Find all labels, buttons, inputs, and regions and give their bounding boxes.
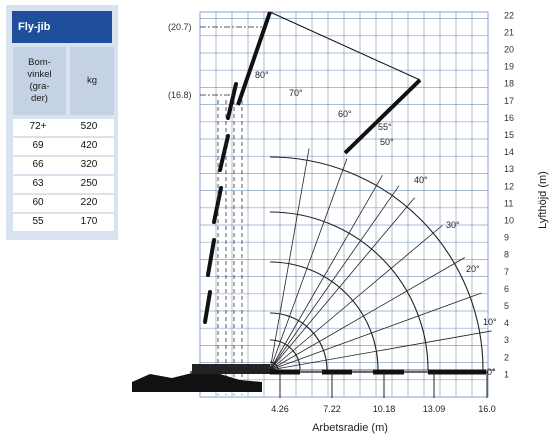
y-tick-label: 7 bbox=[504, 267, 509, 277]
boom-section bbox=[226, 82, 238, 120]
crane-turret bbox=[192, 364, 270, 374]
table-row: 69 420 bbox=[13, 138, 114, 155]
reach-arc bbox=[269, 312, 328, 371]
header-boom-angle: Bom- vinkel (gra- der) bbox=[13, 47, 66, 115]
row-angle: 60 bbox=[32, 197, 44, 208]
crane-base-silhouette bbox=[132, 372, 262, 392]
angle-label: 60° bbox=[338, 109, 352, 119]
row-angle: 69 bbox=[32, 140, 44, 151]
angle-label: 40° bbox=[414, 175, 428, 185]
angle-label: 0° bbox=[487, 367, 496, 377]
angle-label: 55° bbox=[378, 122, 392, 132]
row-angle: 72+ bbox=[29, 121, 47, 132]
reach-arc bbox=[269, 156, 484, 371]
row-kg: 320 bbox=[80, 159, 98, 170]
table-row: 60 220 bbox=[13, 195, 114, 212]
row-kg: 250 bbox=[80, 178, 98, 189]
y-tick-label: 1 bbox=[504, 369, 509, 379]
y-tick-label: 18 bbox=[504, 79, 514, 89]
diagram-labels: Lyfthöjd (m) Arbetsradie (m) 12345678910… bbox=[168, 10, 549, 434]
row-angle: 66 bbox=[32, 159, 44, 170]
angle-label: 20° bbox=[466, 264, 480, 274]
angle-label: 10° bbox=[483, 317, 497, 327]
fly-jib-load-table: Fly-jib Bom- vinkel (gra- der) kg 72+ 52… bbox=[6, 5, 118, 240]
angle-ray bbox=[269, 197, 415, 371]
table-title: Fly-jib bbox=[12, 11, 112, 43]
y-tick-label: 11 bbox=[504, 198, 513, 208]
y-tick-label: 19 bbox=[504, 62, 514, 72]
header-angle-line: vinkel bbox=[27, 69, 52, 80]
y-tick-label: 13 bbox=[504, 164, 514, 174]
grid-border bbox=[199, 11, 489, 398]
y-tick-label: 5 bbox=[504, 301, 509, 311]
boom-section bbox=[218, 134, 230, 172]
row-kg: 520 bbox=[80, 121, 98, 132]
table-row: 63 250 bbox=[13, 176, 114, 193]
y-tick-label: 16 bbox=[504, 113, 514, 123]
table-row: 66 320 bbox=[13, 157, 114, 174]
boom-section bbox=[212, 186, 223, 224]
x-tick-label: 16.0 bbox=[478, 404, 496, 414]
height-callout: (16.8) bbox=[168, 90, 192, 100]
angle-label: 50° bbox=[380, 137, 394, 147]
row-angle: 55 bbox=[32, 216, 44, 227]
y-tick-label: 10 bbox=[504, 216, 514, 226]
y-axis-label: Lyfthöjd (m) bbox=[537, 171, 549, 229]
y-tick-label: 14 bbox=[504, 147, 514, 157]
row-angle: 63 bbox=[32, 178, 44, 189]
y-tick-label: 22 bbox=[504, 10, 514, 20]
header-angle-line: (gra- bbox=[29, 81, 50, 92]
reach-arc bbox=[269, 261, 379, 371]
row-kg: 220 bbox=[80, 197, 98, 208]
angle-label: 70° bbox=[289, 88, 303, 98]
header-angle-line: Bom- bbox=[28, 57, 51, 68]
header-angle-line: der) bbox=[31, 93, 48, 104]
angle-ray bbox=[269, 158, 348, 371]
x-axis-label: Arbetsradie (m) bbox=[312, 422, 388, 434]
angle-ray bbox=[269, 225, 443, 371]
boom-section bbox=[206, 238, 216, 277]
grid bbox=[199, 11, 489, 398]
y-tick-label: 9 bbox=[504, 233, 509, 243]
angle-ray bbox=[269, 330, 492, 371]
boom-section bbox=[203, 290, 212, 324]
angle-ray bbox=[269, 257, 466, 371]
angle-ray bbox=[269, 185, 400, 371]
reach-arc bbox=[269, 211, 429, 371]
row-kg: 170 bbox=[80, 216, 98, 227]
table-row: 72+ 520 bbox=[13, 119, 114, 136]
jib-section bbox=[343, 78, 422, 155]
y-tick-label: 21 bbox=[504, 27, 514, 37]
boom-sections bbox=[190, 11, 488, 395]
angle-label: 80° bbox=[255, 70, 269, 80]
crane-base bbox=[132, 364, 270, 392]
y-tick-label: 8 bbox=[504, 250, 509, 260]
angle-ray bbox=[269, 174, 383, 371]
y-tick-label: 12 bbox=[504, 181, 514, 191]
y-tick-label: 2 bbox=[504, 352, 509, 362]
height-callout: (20.7) bbox=[168, 22, 192, 32]
table-row: 55 170 bbox=[13, 214, 114, 231]
y-tick-label: 15 bbox=[504, 130, 514, 140]
x-tick-label: 10.18 bbox=[373, 404, 396, 414]
jib-wire bbox=[269, 11, 421, 81]
angle-ray bbox=[269, 292, 482, 371]
x-tick-label: 13.09 bbox=[423, 404, 446, 414]
y-tick-label: 4 bbox=[504, 318, 509, 328]
reach-arc bbox=[269, 361, 279, 371]
y-tick-label: 17 bbox=[504, 96, 514, 106]
row-kg: 420 bbox=[80, 140, 98, 151]
y-tick-label: 6 bbox=[504, 284, 509, 294]
x-tick-label: 7.22 bbox=[323, 404, 341, 414]
boom-top-section bbox=[236, 11, 272, 106]
y-tick-label: 20 bbox=[504, 45, 514, 55]
angle-label: 30° bbox=[446, 220, 460, 230]
angle-ray bbox=[269, 148, 310, 371]
x-tick-label: 4.26 bbox=[271, 404, 289, 414]
y-tick-label: 3 bbox=[504, 335, 509, 345]
header-kg: kg bbox=[70, 47, 114, 115]
